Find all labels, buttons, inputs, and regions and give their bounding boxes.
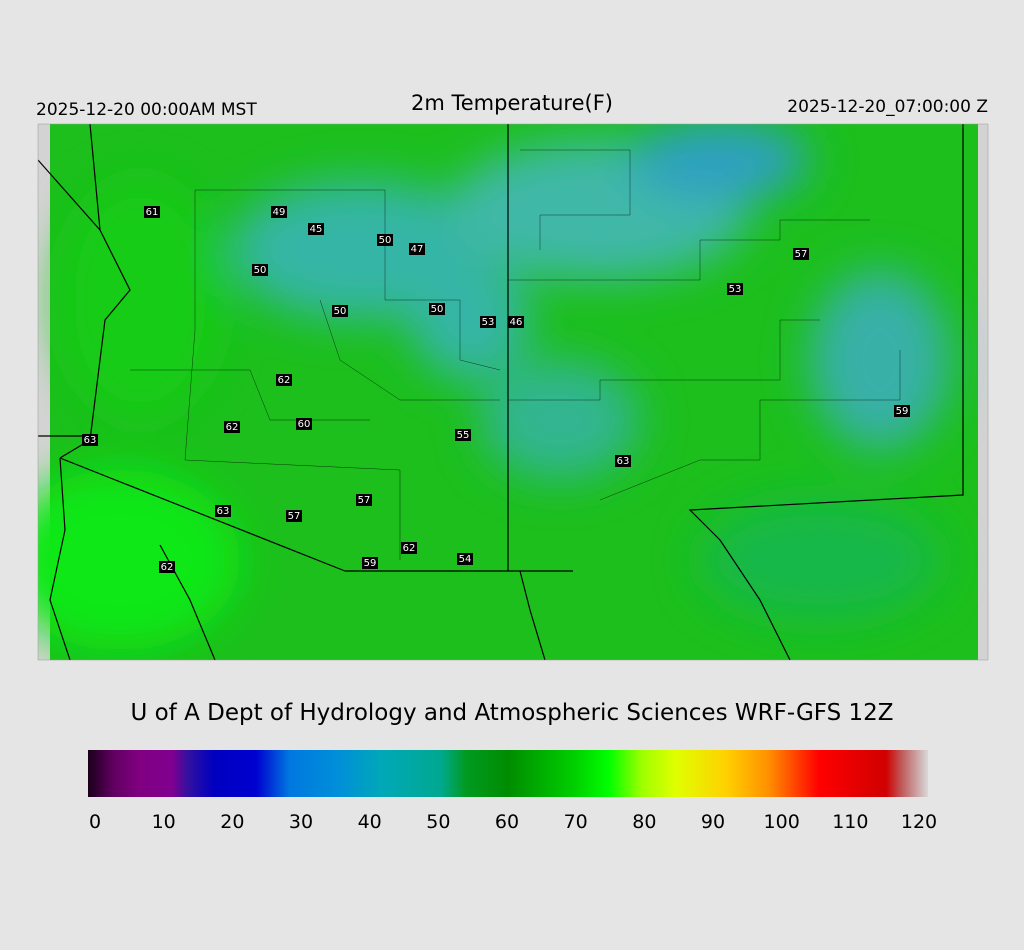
- station-temp: 50: [334, 306, 347, 317]
- station-temp: 54: [459, 554, 472, 565]
- station-box: [356, 494, 372, 506]
- station-temp: 57: [795, 249, 808, 260]
- station-temp: 61: [146, 207, 159, 218]
- station-box: [508, 316, 524, 328]
- station-box: [82, 434, 98, 446]
- colorbar-tick-label: 10: [152, 811, 176, 833]
- station-box: [429, 303, 445, 315]
- station-box: [480, 316, 496, 328]
- station-box: [401, 542, 417, 554]
- station-box: [159, 561, 175, 573]
- station-temp: 50: [379, 235, 392, 246]
- colorbar-tick-label: 40: [358, 811, 382, 833]
- station-box: [224, 421, 240, 433]
- station-box: [308, 223, 324, 235]
- station-temp: 59: [364, 558, 377, 569]
- credit: U of A Dept of Hydrology and Atmospheric…: [130, 700, 893, 726]
- station-temp: 45: [310, 224, 323, 235]
- colorbar-tick-label: 30: [289, 811, 313, 833]
- station-temp: 62: [226, 422, 239, 433]
- station-temp: 57: [358, 495, 371, 506]
- station-temp: 46: [510, 317, 523, 328]
- station-box: [457, 553, 473, 565]
- colorbar-tick-label: 120: [901, 811, 937, 833]
- colorbar-tick-label: 0: [89, 811, 101, 833]
- colorbar-tick-label: 90: [701, 811, 725, 833]
- station-box: [144, 206, 160, 218]
- station-temp: 53: [729, 284, 742, 295]
- colorbar-tick-label: 100: [764, 811, 800, 833]
- station-box: [215, 505, 231, 517]
- station-temp: 50: [254, 265, 267, 276]
- colorbar-tick-label: 20: [220, 811, 244, 833]
- station-temp: 49: [273, 207, 286, 218]
- state-borders: [38, 124, 964, 660]
- colorbar-tick-label: 50: [426, 811, 450, 833]
- station-temp: 62: [403, 543, 416, 554]
- station-temp: 57: [288, 511, 301, 522]
- colorbar-tick-label: 60: [495, 811, 519, 833]
- county-borders: [130, 149, 901, 560]
- station-box: [615, 455, 631, 467]
- map-frame: [37, 123, 989, 661]
- station-temp: 47: [411, 244, 424, 255]
- colorbar-tick-label: 80: [632, 811, 656, 833]
- station-temp: 53: [482, 317, 495, 328]
- station-box: [727, 283, 743, 295]
- station-box: [252, 264, 268, 276]
- station-temp: 62: [278, 375, 291, 386]
- station-box: [455, 429, 471, 441]
- station-temp: 63: [217, 506, 230, 517]
- valid-local-time: 2025-12-20 00:00AM MST: [36, 100, 257, 120]
- station-box: [894, 405, 910, 417]
- station-box: [362, 557, 378, 569]
- colorbar-tick-label: 110: [832, 811, 868, 833]
- station-temp: 55: [457, 430, 470, 441]
- station-box: [271, 206, 287, 218]
- station-box: [377, 234, 393, 246]
- station-box: [276, 374, 292, 386]
- station-box: [409, 243, 425, 255]
- station-temp: 63: [84, 435, 97, 446]
- station-temp: 60: [298, 419, 311, 430]
- valid-utc-time: 2025-12-20_07:00:00 Z: [787, 97, 988, 117]
- temperature-map: [38, 124, 988, 660]
- map-title: 2m Temperature(F): [411, 91, 613, 115]
- colorbar-tick-label: 70: [564, 811, 588, 833]
- station-temp: 59: [896, 406, 909, 417]
- station-box: [793, 248, 809, 260]
- station-temp: 63: [617, 456, 630, 467]
- station-temp: 50: [431, 304, 444, 315]
- station-box: [296, 418, 312, 430]
- station-box: [332, 305, 348, 317]
- station-temp: 62: [161, 562, 174, 573]
- colorbar: [88, 750, 928, 797]
- temperature-shading: [38, 124, 950, 650]
- station-box: [286, 510, 302, 522]
